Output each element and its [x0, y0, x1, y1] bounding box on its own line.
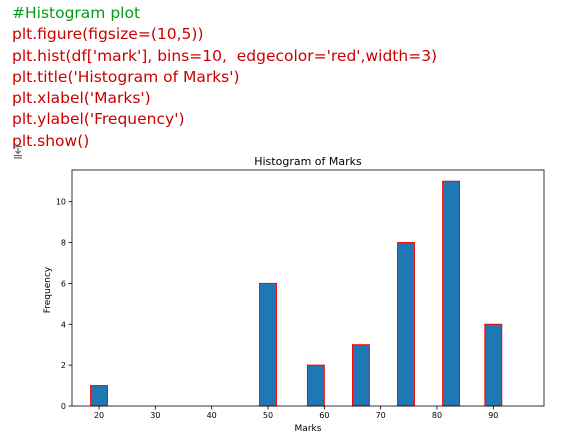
x-tick-label: 40 [207, 411, 217, 420]
histogram-bar [259, 282, 277, 407]
x-axis-label: Marks [295, 424, 322, 432]
x-tick-label: 70 [376, 411, 386, 420]
x-tick-label: 90 [488, 411, 498, 420]
code-line: plt.hist(df['mark'], bins=10, edgecolor=… [12, 46, 438, 65]
plot-frame [71, 169, 545, 407]
histogram-bar [397, 242, 415, 407]
x-tick-label: 50 [263, 411, 273, 420]
code-line: plt.ylabel('Frequency') [12, 110, 185, 129]
output-toggle-icon[interactable] [12, 145, 24, 159]
histogram-bar [306, 364, 325, 407]
y-tick-label: 2 [61, 361, 66, 370]
histogram-bar [351, 344, 370, 407]
code-line: plt.title('Histogram of Marks') [12, 67, 240, 86]
histogram-bar [484, 323, 503, 407]
y-tick-label: 8 [61, 239, 66, 248]
chart-title: Histogram of Marks [254, 155, 362, 168]
code-line: plt.figure(figsize=(10,5)) [12, 25, 204, 44]
y-tick-label: 10 [56, 198, 66, 207]
y-tick-label: 4 [61, 320, 66, 329]
x-tick-label: 80 [432, 411, 442, 420]
code-line: plt.xlabel('Marks') [12, 89, 151, 108]
histogram-bar [90, 385, 108, 407]
x-tick-label: 30 [150, 411, 160, 420]
y-tick-label: 0 [61, 402, 66, 411]
code-line: #Histogram plot [12, 4, 141, 22]
histogram-bar [442, 180, 461, 407]
code-line: plt.show() [12, 131, 90, 150]
y-tick-label: 6 [61, 279, 66, 288]
x-tick-label: 60 [319, 411, 329, 420]
y-axis-label: Frequency [43, 266, 53, 313]
x-tick-label: 20 [94, 411, 104, 420]
code-cell[interactable]: #Histogram plot plt.figure(figsize=(10,5)… [12, 3, 437, 152]
